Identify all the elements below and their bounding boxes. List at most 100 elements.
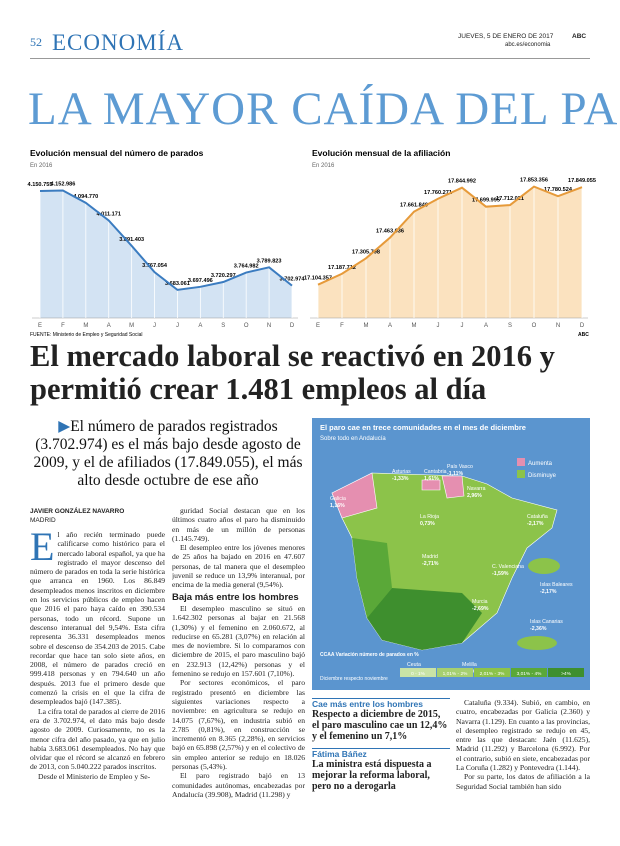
value-label: 17.187.712 — [328, 265, 356, 271]
value-label: 17.463.636 — [376, 229, 404, 235]
x-tick-label: F — [340, 323, 344, 329]
charts: Evolución mensual del número de parados E… — [28, 148, 596, 338]
value-label: 4.152.986 — [50, 182, 75, 188]
location: MADRID — [30, 517, 56, 524]
region-value: -2,69% — [472, 606, 489, 612]
x-tick-label: O — [532, 323, 537, 329]
sidebar-text: Respecto a diciembre de 2015, el paro ma… — [312, 709, 448, 742]
region-name: Galicia — [330, 496, 346, 502]
deck-arrow: ▶ — [58, 418, 71, 435]
region-value: -1,11% — [447, 471, 464, 477]
chart-subtitle: En 2016 — [312, 163, 335, 169]
banner: LA MAYOR CAÍDA DEL PA — [28, 83, 619, 135]
scale-label: >4% — [561, 671, 571, 677]
paragraph: La cifra total de parados al cierre de 2… — [30, 706, 165, 772]
navarra — [441, 475, 465, 499]
region-name: Murcia — [472, 599, 488, 605]
source: FUENTE: Ministerio de Empleo y Seguridad… — [30, 332, 143, 338]
paragraph: El desempleo masculino se situó en 1.642… — [172, 603, 305, 679]
x-tick-label: S — [221, 323, 225, 329]
region-name: La Rioja — [420, 514, 439, 520]
chart-subtitle: En 2016 — [30, 163, 53, 169]
sidebar-text: La ministra está dispuesta a mejorar la … — [312, 759, 432, 792]
value-label: 4.094.770 — [73, 194, 98, 200]
region-name: Cataluña — [527, 514, 548, 520]
subhead: Baja más entre los hombres — [172, 591, 299, 603]
x-tick-label: S — [508, 323, 512, 329]
region-name: País Vasco — [447, 464, 473, 470]
legend-swatch — [517, 470, 525, 478]
scale-swatch — [400, 668, 436, 677]
scale-note: Diciembre respecto noviembre — [320, 676, 388, 682]
legend-label: Disminuye — [528, 473, 557, 479]
x-tick-label: M — [412, 323, 417, 329]
value-label: 17.780.524 — [544, 187, 573, 193]
map: El paro cae en trece comunidades en el m… — [312, 418, 590, 690]
x-tick-label: D — [290, 323, 295, 329]
date: JUEVES, 5 DE ENERO DE 2017 — [458, 33, 554, 40]
region-value: -2,36% — [530, 626, 547, 632]
paragraph: El paro registrado bajó en 13 comunidade… — [172, 771, 305, 799]
x-tick-label: E — [316, 323, 320, 329]
paragraph: guridad Social destacan que en los últim… — [172, 506, 305, 543]
scale-swatch — [511, 668, 547, 677]
value-label: 3.697.496 — [188, 278, 213, 284]
sidebar: Cae más entre los hombres Respecto a dici… — [312, 698, 450, 842]
value-label: 3.764.982 — [234, 264, 259, 270]
x-tick-label: D — [580, 323, 585, 329]
x-tick-label: J — [153, 323, 156, 329]
region-name: Asturias — [392, 469, 411, 475]
x-tick-label: J — [461, 323, 464, 329]
rule — [30, 58, 590, 59]
x-tick-label: A — [198, 323, 202, 329]
region-name: Madrid — [422, 554, 438, 560]
byline: JAVIER GONZÁLEZ NAVARRO — [30, 508, 125, 515]
region-value: 1,61% — [424, 476, 439, 482]
value-label: 17.305.798 — [352, 249, 380, 255]
x-tick-label: M — [83, 323, 88, 329]
region-value: -2,17% — [527, 521, 544, 527]
region-name: Cantabria — [424, 469, 447, 475]
region-value: -1,59% — [492, 571, 509, 577]
paragraph: Por sectores económicos, el paro registr… — [172, 678, 305, 772]
scale-title: CCAA Variación número de parados en % — [320, 652, 419, 658]
x-tick-label: J — [437, 323, 440, 329]
value-label: 17.104.357 — [304, 276, 332, 282]
value-label: 17.849.055 — [568, 178, 596, 184]
paragraph: l año recién terminado puede calificarse… — [30, 530, 165, 707]
value-label: 3.789.823 — [257, 258, 282, 264]
region-value: 1,16% — [330, 503, 345, 509]
region-name: Melilla — [462, 662, 477, 668]
value-label: 17.661.840 — [400, 203, 428, 209]
andalucia — [367, 588, 482, 650]
legend-swatch — [517, 458, 525, 466]
x-tick-label: A — [107, 323, 111, 329]
value-label: 17.844.992 — [448, 179, 476, 185]
chart-title: Evolución mensual del número de parados — [30, 148, 204, 158]
region-value: -2,17% — [540, 589, 557, 595]
paragraph: Desde el Ministerio de Empleo y Se- — [38, 771, 151, 781]
value-label: 17.853.356 — [520, 178, 548, 184]
scale-label: 1,01% - 2% — [443, 671, 469, 677]
x-tick-label: O — [244, 323, 249, 329]
area — [318, 186, 582, 318]
value-label: 4.011.171 — [96, 211, 121, 217]
page-number: 52 — [30, 35, 42, 49]
x-tick-label: M — [364, 323, 369, 329]
value-label: 17.712.021 — [496, 196, 524, 202]
chart-credit: ABC — [578, 332, 589, 338]
canarias — [517, 636, 557, 650]
map-subtitle: Sobre todo en Andalucía — [320, 436, 386, 442]
region-value: -1,33% — [392, 476, 409, 482]
value-label: 4.150.755 — [28, 182, 53, 188]
x-tick-label: N — [267, 323, 271, 329]
x-tick-label: M — [129, 323, 134, 329]
web: abc.es/economia — [505, 42, 551, 48]
region-value: 2,96% — [467, 493, 482, 499]
region-value: -2,71% — [422, 561, 439, 567]
line — [317, 185, 583, 286]
value-label: 3.683.061 — [165, 281, 190, 287]
sidebar-kicker: Cae más entre los hombres — [312, 698, 450, 709]
